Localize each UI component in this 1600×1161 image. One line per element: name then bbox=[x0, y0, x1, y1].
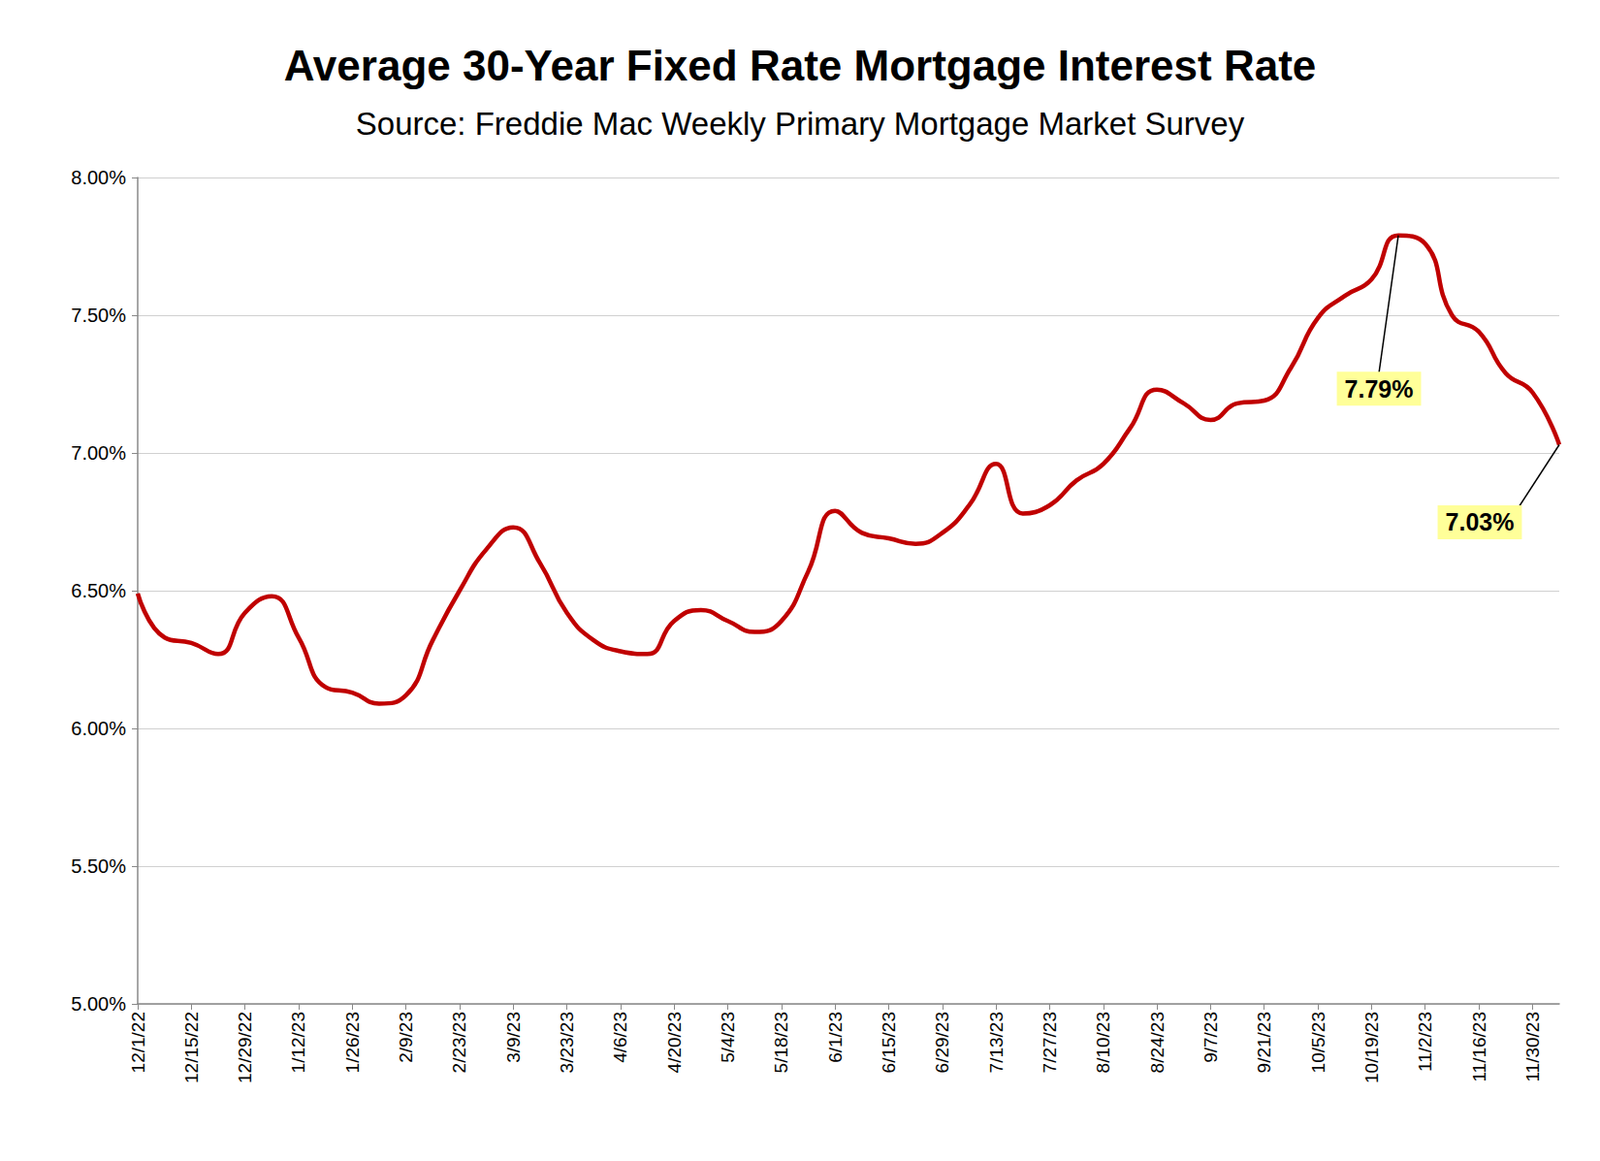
svg-text:11/2/23: 11/2/23 bbox=[1414, 1011, 1436, 1072]
svg-text:5.00%: 5.00% bbox=[70, 992, 127, 1015]
svg-text:7.03%: 7.03% bbox=[1445, 508, 1515, 536]
svg-text:8.00%: 8.00% bbox=[70, 166, 127, 189]
svg-text:6.50%: 6.50% bbox=[70, 579, 127, 602]
svg-text:1/12/23: 1/12/23 bbox=[288, 1011, 309, 1073]
svg-text:7/27/23: 7/27/23 bbox=[1039, 1011, 1060, 1073]
svg-text:7.50%: 7.50% bbox=[70, 304, 127, 326]
svg-text:12/1/22: 12/1/22 bbox=[128, 1011, 149, 1073]
svg-text:Source: Freddie Mac Weekly Pri: Source: Freddie Mac Weekly Primary Mortg… bbox=[355, 105, 1246, 142]
svg-text:5.50%: 5.50% bbox=[70, 855, 127, 877]
svg-text:9/7/23: 9/7/23 bbox=[1200, 1011, 1221, 1063]
svg-text:12/29/22: 12/29/22 bbox=[234, 1011, 256, 1084]
svg-text:7.79%: 7.79% bbox=[1344, 375, 1414, 403]
svg-text:5/18/23: 5/18/23 bbox=[770, 1011, 792, 1073]
svg-text:10/19/23: 10/19/23 bbox=[1361, 1011, 1382, 1084]
svg-text:10/5/23: 10/5/23 bbox=[1308, 1011, 1329, 1073]
svg-text:6/15/23: 6/15/23 bbox=[878, 1011, 899, 1073]
svg-text:7/13/23: 7/13/23 bbox=[986, 1011, 1007, 1073]
svg-text:2/23/23: 2/23/23 bbox=[448, 1011, 470, 1073]
svg-text:4/6/23: 4/6/23 bbox=[609, 1011, 631, 1063]
svg-text:1/26/23: 1/26/23 bbox=[342, 1011, 363, 1073]
svg-text:12/15/22: 12/15/22 bbox=[181, 1011, 202, 1084]
svg-text:3/9/23: 3/9/23 bbox=[503, 1011, 524, 1063]
svg-text:6.00%: 6.00% bbox=[70, 717, 127, 739]
svg-text:6/1/23: 6/1/23 bbox=[825, 1011, 846, 1063]
svg-text:2/9/23: 2/9/23 bbox=[395, 1011, 416, 1063]
svg-text:3/23/23: 3/23/23 bbox=[556, 1011, 577, 1073]
svg-text:8/24/23: 8/24/23 bbox=[1147, 1011, 1168, 1073]
svg-text:7.00%: 7.00% bbox=[70, 442, 127, 464]
svg-text:9/21/23: 9/21/23 bbox=[1253, 1011, 1275, 1073]
svg-text:8/10/23: 8/10/23 bbox=[1092, 1011, 1114, 1073]
svg-text:5/4/23: 5/4/23 bbox=[717, 1011, 738, 1063]
svg-text:Average 30-Year Fixed Rate Mor: Average 30-Year Fixed Rate Mortgage Inte… bbox=[284, 41, 1317, 90]
svg-text:6/29/23: 6/29/23 bbox=[931, 1011, 953, 1073]
svg-text:4/20/23: 4/20/23 bbox=[664, 1011, 685, 1073]
svg-text:11/30/23: 11/30/23 bbox=[1522, 1011, 1543, 1083]
svg-text:11/16/23: 11/16/23 bbox=[1469, 1011, 1490, 1083]
